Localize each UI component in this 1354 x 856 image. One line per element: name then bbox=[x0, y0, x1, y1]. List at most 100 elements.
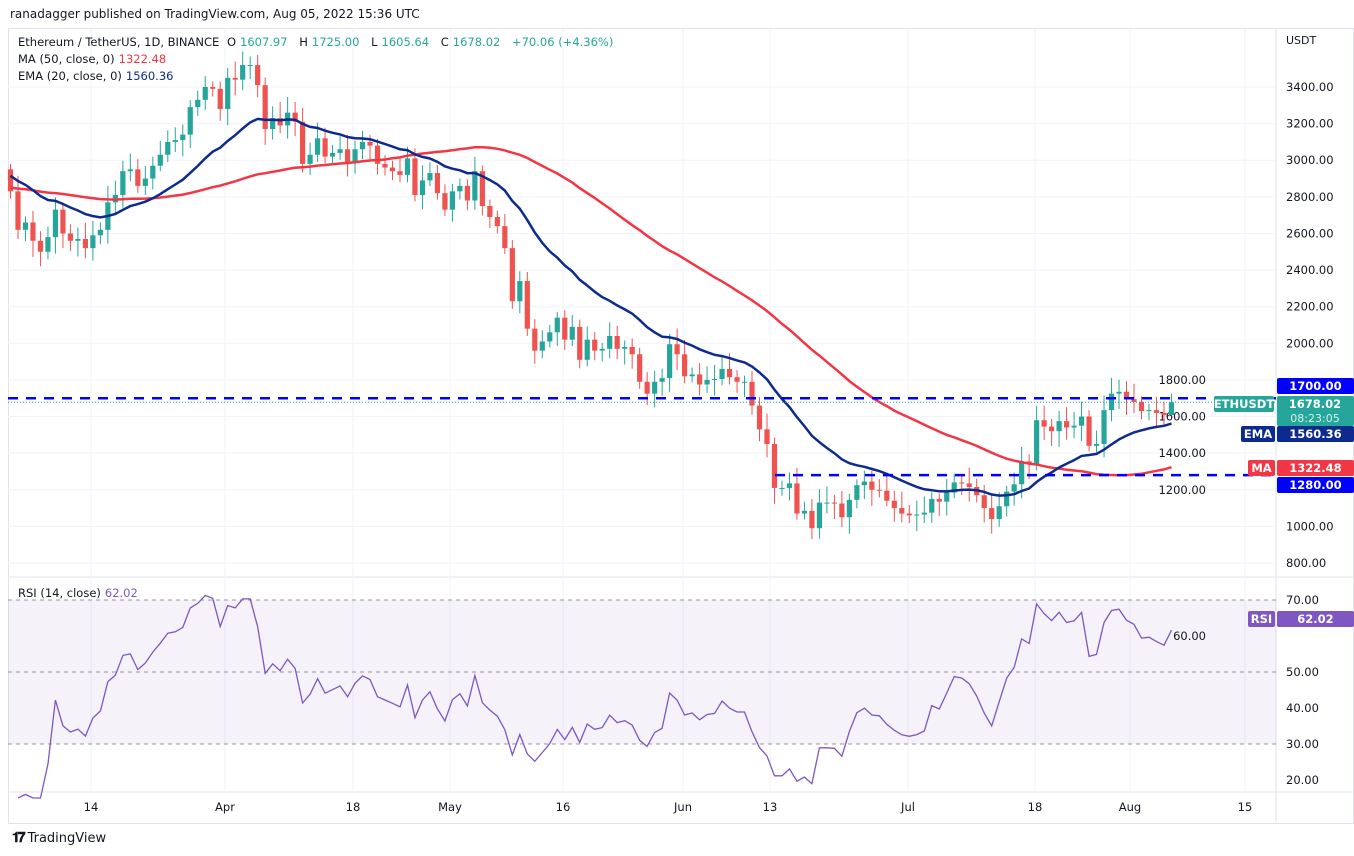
candle-body bbox=[906, 513, 912, 516]
candle-body bbox=[801, 510, 808, 514]
candle-body bbox=[667, 344, 673, 379]
level-high-badge: 1700.00 bbox=[1289, 379, 1341, 393]
time-tick-label: Apr bbox=[215, 800, 235, 814]
publisher-line: ranadagger published on TradingView.com,… bbox=[10, 7, 420, 21]
candle-body bbox=[487, 206, 493, 217]
candle-body bbox=[157, 154, 163, 166]
ema-label: EMA (20, close, 0) bbox=[18, 69, 122, 83]
candle-body bbox=[517, 281, 523, 302]
change-value: +70.06 (+4.36%) bbox=[511, 35, 614, 49]
candle-body bbox=[1004, 491, 1010, 507]
candle-body bbox=[734, 377, 740, 382]
footer: 𝟏𝟕 TradingView bbox=[12, 830, 106, 846]
last-price-value: 1678.02 bbox=[1289, 397, 1341, 411]
candle-body bbox=[1071, 425, 1077, 428]
currency-label: USDT bbox=[1286, 34, 1317, 47]
candle-body bbox=[719, 368, 725, 380]
candle-body bbox=[899, 508, 905, 514]
price-tick-label: 2400.00 bbox=[1286, 263, 1334, 277]
price-tick-label: 2800.00 bbox=[1286, 190, 1334, 204]
candle-body bbox=[457, 185, 463, 192]
ma-legend[interactable]: MA (50, close, 0) 1322.48 bbox=[18, 52, 170, 66]
rsi-label: RSI (14, close) bbox=[18, 586, 101, 600]
candle-body bbox=[1101, 410, 1107, 445]
candle-body bbox=[509, 248, 515, 302]
time-tick-label: May bbox=[438, 800, 462, 814]
symbol-legend: Ethereum / TetherUS, 1D, BINANCE O 1607.9… bbox=[18, 35, 617, 49]
rsi-tick-label: 50.00 bbox=[1286, 665, 1319, 679]
rsi-tick-label: 60.00 bbox=[1173, 629, 1206, 643]
candle-body bbox=[771, 444, 778, 488]
candle-body bbox=[1131, 399, 1137, 402]
open-value: 1607.97 bbox=[240, 35, 288, 49]
candle-body bbox=[1078, 416, 1085, 426]
price-tick-label: 1200.00 bbox=[1158, 483, 1206, 497]
candle-body bbox=[989, 508, 995, 520]
ohlc-open: O 1607.97 bbox=[227, 35, 292, 49]
ema-legend[interactable]: EMA (20, close, 0) 1560.36 bbox=[18, 69, 177, 83]
candle-body bbox=[861, 481, 867, 486]
candle-body bbox=[749, 381, 755, 406]
candle-body bbox=[764, 429, 770, 445]
candle-body bbox=[876, 489, 882, 491]
candle-body bbox=[22, 222, 29, 230]
candle-body bbox=[262, 85, 268, 130]
candle-body bbox=[891, 500, 897, 509]
rsi-tick-label: 40.00 bbox=[1286, 701, 1319, 715]
candle-body bbox=[554, 317, 560, 333]
candle-body bbox=[307, 154, 313, 164]
ema-value: 1560.36 bbox=[125, 69, 174, 83]
candle-body bbox=[60, 209, 66, 234]
price-tick-label: 3200.00 bbox=[1286, 117, 1334, 131]
high-label: H bbox=[299, 35, 308, 49]
ma-value-badge-bg bbox=[1277, 460, 1354, 476]
candle-body bbox=[37, 240, 44, 252]
symbol-title[interactable]: Ethereum / TetherUS, 1D, BINANCE bbox=[18, 35, 220, 49]
rsi-tick-label: 20.00 bbox=[1286, 773, 1319, 787]
candle-body bbox=[794, 483, 800, 514]
rsi-legend[interactable]: RSI (14, close) 62.02 bbox=[18, 586, 142, 600]
candle-body bbox=[225, 77, 231, 109]
price-tick-label: 1800.00 bbox=[1158, 373, 1206, 387]
level-high-badge-bg bbox=[1277, 378, 1354, 394]
candle-body bbox=[1086, 416, 1092, 446]
candle-body bbox=[996, 506, 1002, 520]
ma-label: MA (50, close, 0) bbox=[18, 52, 115, 66]
candle-body bbox=[981, 495, 987, 509]
rsi-value-badge: 62.02 bbox=[1297, 612, 1333, 626]
price-tick-label: 2000.00 bbox=[1286, 336, 1334, 350]
candle-body bbox=[240, 65, 246, 80]
ema-value-badge: 1560.36 bbox=[1289, 427, 1341, 441]
tradingview-logo-icon[interactable]: 𝟏𝟕 bbox=[12, 830, 26, 846]
candle-body bbox=[67, 233, 74, 241]
candle-body bbox=[382, 163, 388, 168]
candle-body bbox=[584, 339, 590, 360]
footer-brand[interactable]: TradingView bbox=[27, 830, 107, 846]
candle-body bbox=[704, 379, 710, 385]
candle-body bbox=[434, 173, 441, 194]
candle-body bbox=[464, 185, 470, 201]
ohlc-close: C 1678.02 bbox=[441, 35, 505, 49]
candle-body bbox=[419, 180, 426, 196]
candle-body bbox=[944, 492, 950, 502]
candle-body bbox=[884, 490, 890, 501]
ema-tag-bg bbox=[1241, 426, 1275, 442]
rsi-line bbox=[17, 594, 1173, 799]
candle-body bbox=[7, 169, 14, 192]
ma-50-line bbox=[10, 145, 1172, 477]
ma-tag-bg bbox=[1248, 460, 1275, 476]
candle-body bbox=[300, 121, 306, 164]
candle-body bbox=[314, 138, 321, 155]
ohlc-low: L 1605.64 bbox=[371, 35, 433, 49]
time-tick-label: 18 bbox=[1028, 800, 1043, 814]
price-tick-label: 2200.00 bbox=[1286, 300, 1334, 314]
candle-body bbox=[442, 193, 448, 210]
rsi-tick-label: 70.00 bbox=[1286, 593, 1319, 607]
candle-body bbox=[726, 368, 733, 378]
time-tick-label: Aug bbox=[1119, 800, 1141, 814]
low-label: L bbox=[371, 35, 378, 49]
candle-body bbox=[404, 158, 411, 175]
candle-body bbox=[569, 326, 575, 340]
candle-body bbox=[914, 514, 920, 516]
